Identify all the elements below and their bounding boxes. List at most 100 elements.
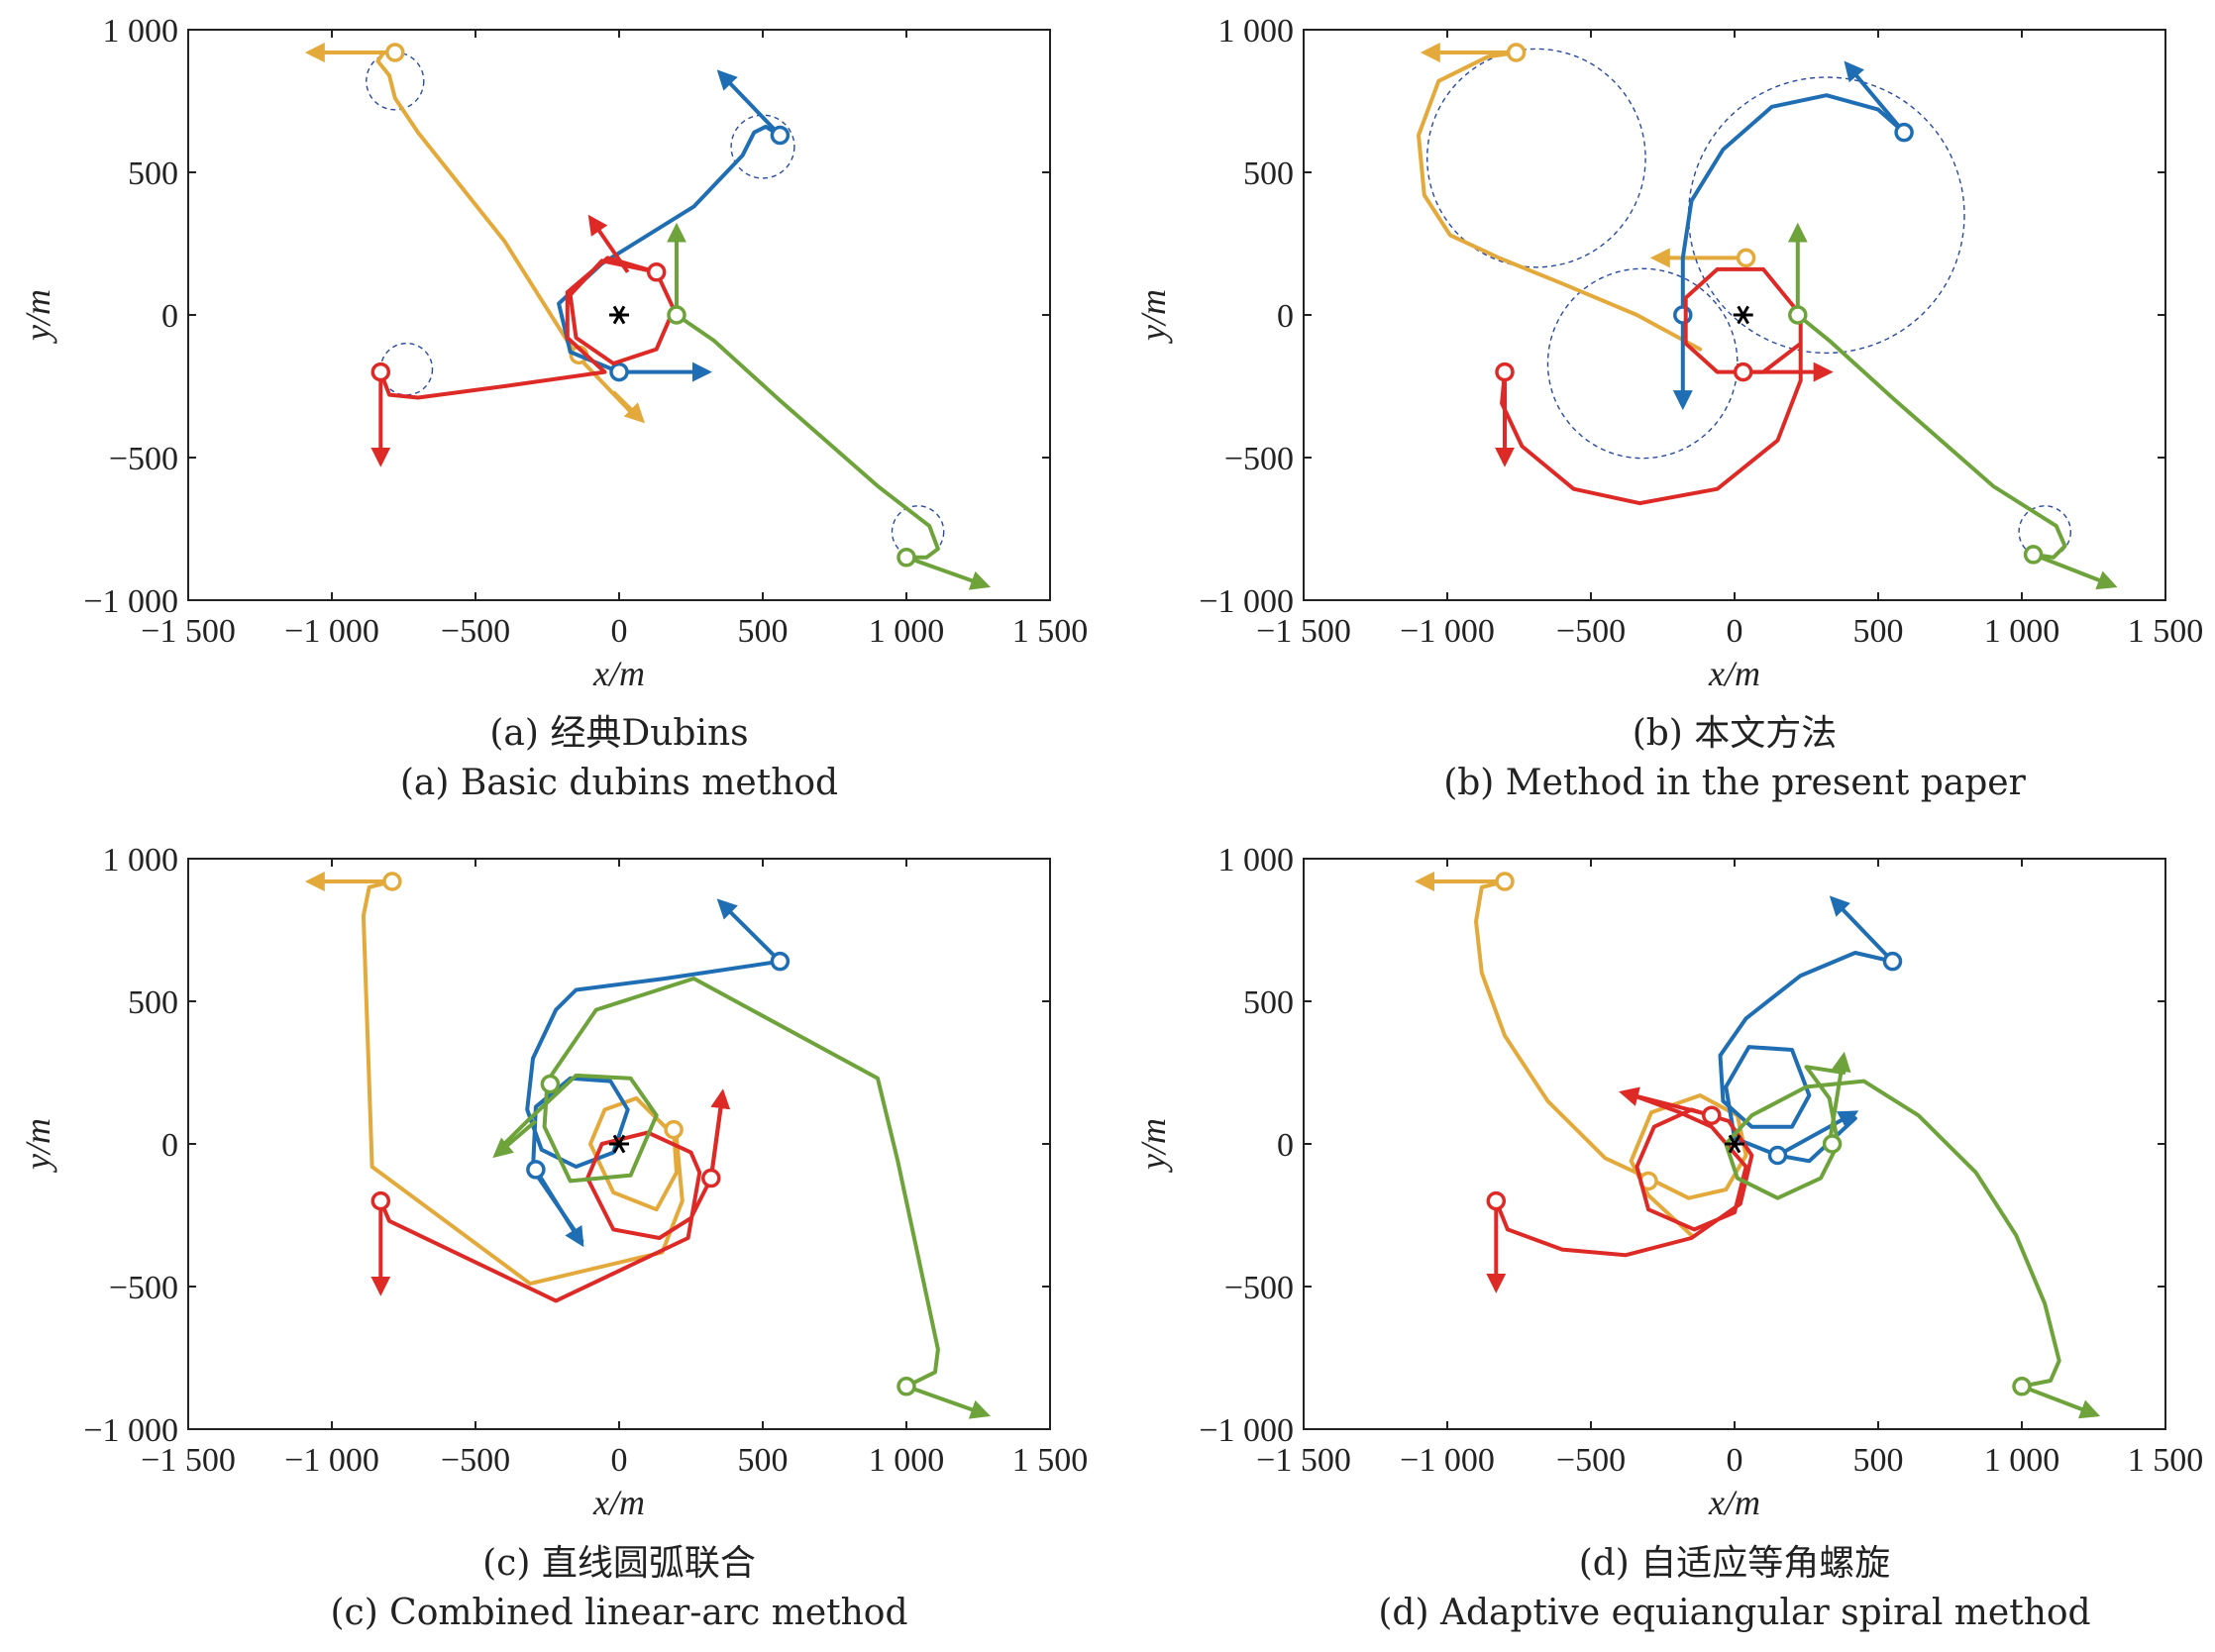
end-marker-green	[1788, 305, 1808, 325]
start-marker-blue	[1894, 122, 1914, 143]
x-tick-label: −1 500	[1256, 613, 1351, 650]
trajectory-green	[496, 977, 940, 1389]
x-tick-label: 0	[1727, 613, 1743, 650]
end-marker-green	[667, 305, 686, 325]
x-tick-label: −500	[1556, 1442, 1626, 1479]
start-marker-green	[897, 1377, 916, 1396]
x-tick-label: 1 500	[1012, 613, 1089, 650]
x-tick-label: −1 000	[284, 613, 379, 650]
x-tick-label: 1 000	[869, 1442, 945, 1479]
y-tick-label: 500	[1243, 155, 1294, 192]
y-tick-label: −1 000	[1199, 583, 1294, 620]
start-marker-red	[1486, 1190, 1507, 1211]
trajectory-red	[1494, 1090, 1754, 1258]
plot-area	[304, 872, 991, 1419]
end-heading-arrow-blue	[1776, 1110, 1859, 1158]
turning-circle	[1687, 76, 1965, 355]
y-tick-label: −1 000	[83, 583, 178, 620]
end-heading-arrow-red	[587, 214, 630, 273]
caption-en: (c) Combined linear-arc method	[330, 1593, 907, 1633]
asterisk-stroke	[612, 1134, 626, 1154]
x-tick-label: −500	[441, 613, 510, 650]
end-heading-arrow-green	[492, 1119, 538, 1159]
y-axis-label: y/m	[18, 289, 57, 344]
start-marker-blue	[770, 125, 791, 146]
x-tick-label: 500	[1853, 1442, 1904, 1479]
start-heading-arrow-green	[905, 555, 991, 590]
chart-panel-a: −1 500 −1 000 −500 0 500 1 000 1 500−1 000−500…	[18, 13, 1088, 803]
trajectory-blue	[1680, 93, 1907, 317]
end-heading-arrow-blue	[534, 1168, 584, 1248]
trajectory-green	[1795, 313, 2067, 560]
center-asterisk	[609, 1134, 629, 1154]
trajectory-yellow	[1474, 879, 1748, 1238]
trajectory-blue	[1718, 951, 1895, 1164]
y-tick-label: 1 000	[103, 13, 179, 50]
center-asterisk	[609, 305, 629, 325]
end-marker-blue	[526, 1160, 546, 1180]
start-marker-blue	[770, 951, 791, 972]
start-heading-arrow-blue	[1829, 895, 1894, 964]
y-tick-label: 1 000	[103, 842, 179, 878]
x-axis-label: x/m	[1708, 1483, 1760, 1522]
x-axis-label: x/m	[592, 1483, 645, 1522]
end-marker-red	[646, 262, 667, 282]
trajectory-yellow	[375, 51, 636, 417]
x-tick-label: 500	[1853, 613, 1904, 650]
asterisk-stroke	[1728, 1134, 1741, 1154]
x-tick-label: 1 500	[2128, 1442, 2204, 1479]
x-tick-label: −1 000	[1400, 1442, 1495, 1479]
y-tick-label: −1 000	[1199, 1412, 1294, 1449]
x-tick-label: 1 000	[1984, 1442, 2060, 1479]
x-tick-label: 500	[738, 613, 789, 650]
end-marker-yellow	[1736, 248, 1756, 268]
start-marker-red	[370, 361, 391, 382]
x-tick-label: 0	[611, 613, 628, 650]
x-tick-label: 0	[1727, 1442, 1743, 1479]
end-marker-green	[1822, 1134, 1843, 1154]
start-marker-yellow	[385, 43, 405, 62]
start-marker-green	[2023, 545, 2044, 565]
end-heading-arrow-green	[1827, 1051, 1851, 1145]
y-tick-label: 0	[161, 1127, 178, 1164]
start-marker-yellow	[382, 872, 402, 891]
center-asterisk	[1725, 1134, 1744, 1154]
x-tick-label: −1 500	[1256, 1442, 1351, 1479]
y-axis-label: y/m	[18, 1118, 57, 1173]
plot-area	[304, 43, 991, 590]
turning-circle	[1546, 267, 1739, 460]
y-tick-label: −500	[1224, 1270, 1294, 1306]
x-tick-label: 1 500	[2128, 613, 2204, 650]
trajectory-green	[675, 313, 940, 560]
start-heading-arrow-blue	[1844, 60, 1906, 134]
end-marker-red	[701, 1168, 721, 1188]
caption-en: (a) Basic dubins method	[400, 763, 838, 803]
chart-panel-c: −1 500 −1 000 −500 0 500 1 000 1 500−1 000−500…	[18, 842, 1088, 1633]
start-marker-yellow	[1495, 872, 1515, 891]
x-tick-label: 1 000	[1984, 613, 2060, 650]
end-marker-green	[540, 1074, 561, 1094]
trajectory-blue	[557, 124, 783, 374]
caption-cn: (d) 自适应等角螺旋	[1579, 1543, 1891, 1584]
y-tick-label: 0	[1277, 1127, 1294, 1164]
y-tick-label: −1 000	[83, 1412, 178, 1449]
end-marker-red	[1733, 361, 1753, 382]
end-heading-arrow-yellow	[611, 390, 646, 424]
caption-cn: (b) 本文方法	[1633, 713, 1838, 754]
x-tick-label: −500	[441, 1442, 510, 1479]
plot-area	[1417, 43, 2118, 590]
end-marker-yellow	[664, 1119, 684, 1140]
y-tick-label: 0	[161, 298, 178, 335]
y-tick-label: −500	[109, 441, 178, 477]
x-tick-label: −500	[1556, 613, 1626, 650]
start-marker-red	[370, 1190, 391, 1211]
end-marker-blue	[1767, 1145, 1788, 1166]
x-tick-label: 0	[611, 1442, 628, 1479]
start-heading-arrow-blue	[716, 898, 782, 964]
plot-area	[1415, 872, 2101, 1419]
y-tick-label: 1 000	[1218, 842, 1295, 878]
turning-circle	[1426, 48, 1646, 268]
trajectory-red	[378, 1093, 725, 1303]
start-marker-green	[2012, 1377, 2032, 1396]
x-tick-label: −1 500	[141, 1442, 236, 1479]
